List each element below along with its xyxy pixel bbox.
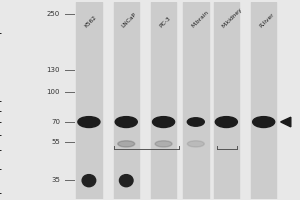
Ellipse shape [187,118,204,126]
Bar [214,2,239,199]
Ellipse shape [82,175,96,187]
Ellipse shape [78,117,100,128]
Ellipse shape [187,141,204,147]
Bar [113,2,139,199]
Bar [76,2,102,199]
Polygon shape [280,117,291,127]
Text: 35: 35 [51,177,60,183]
Bar [251,2,276,199]
Text: 250: 250 [47,11,60,17]
Text: K562: K562 [84,15,98,29]
Text: 55: 55 [51,139,60,145]
Ellipse shape [118,141,135,147]
Ellipse shape [155,141,172,147]
Text: PC-3: PC-3 [158,16,172,29]
Text: M.brain: M.brain [190,10,210,29]
Ellipse shape [215,117,237,128]
Ellipse shape [119,175,133,187]
Text: 100: 100 [46,89,60,95]
Ellipse shape [253,117,275,128]
Bar [151,2,176,199]
Text: R.liver: R.liver [258,12,275,29]
Text: LNCaP: LNCaP [121,12,138,29]
Text: 130: 130 [46,67,60,73]
Ellipse shape [115,117,137,128]
Text: M.kidney: M.kidney [221,7,244,29]
Bar [183,2,208,199]
Ellipse shape [152,117,175,128]
Text: 70: 70 [51,119,60,125]
